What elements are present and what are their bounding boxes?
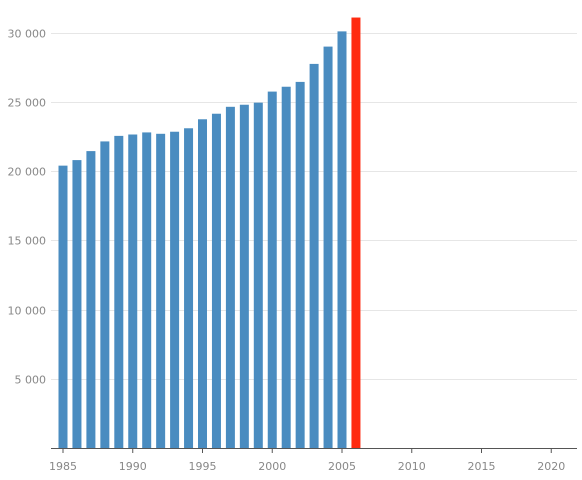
- y-tick-label: 30 000: [8, 28, 47, 41]
- highlighted-bar: [351, 17, 361, 448]
- x-tick-label: 2005: [328, 460, 356, 473]
- x-axis-ticks: 1985 1990 1995 2000 2005 2010 2015 2020: [49, 448, 565, 473]
- bar: [225, 106, 235, 448]
- bars: [58, 17, 361, 449]
- bar: [211, 113, 221, 448]
- y-tick-label: 25 000: [8, 97, 47, 110]
- bar: [156, 133, 166, 449]
- x-tick-label: 2010: [398, 460, 426, 473]
- bar: [128, 134, 138, 448]
- bar: [100, 141, 110, 449]
- x-tick-label: 1985: [49, 460, 77, 473]
- y-tick-label: 15 000: [8, 235, 47, 248]
- x-tick-label: 2015: [468, 460, 496, 473]
- bar: [72, 160, 82, 448]
- y-tick-label: 10 000: [8, 305, 47, 318]
- bar: [184, 128, 194, 448]
- bar: [198, 119, 207, 449]
- x-tick-label: 1990: [119, 460, 147, 473]
- bar: [58, 165, 68, 448]
- bar: [114, 135, 124, 448]
- y-axis-labels: 5 000 10 000 15 000 20 000 25 000 30 000: [8, 28, 47, 387]
- y-tick-label: 5 000: [15, 374, 47, 387]
- bar: [142, 132, 152, 449]
- bar: [295, 81, 305, 449]
- x-tick-label: 2000: [258, 460, 286, 473]
- bar: [267, 91, 277, 448]
- bar: [309, 63, 319, 449]
- x-tick-label: 2020: [537, 460, 565, 473]
- y-tick-label: 20 000: [8, 166, 47, 179]
- bar: [239, 104, 249, 449]
- bar: [337, 31, 347, 448]
- x-tick-label: 1995: [189, 460, 217, 473]
- bar: [323, 46, 333, 448]
- bar: [86, 151, 96, 448]
- bar: [253, 102, 263, 448]
- bar: [170, 131, 180, 449]
- bar: [281, 86, 291, 449]
